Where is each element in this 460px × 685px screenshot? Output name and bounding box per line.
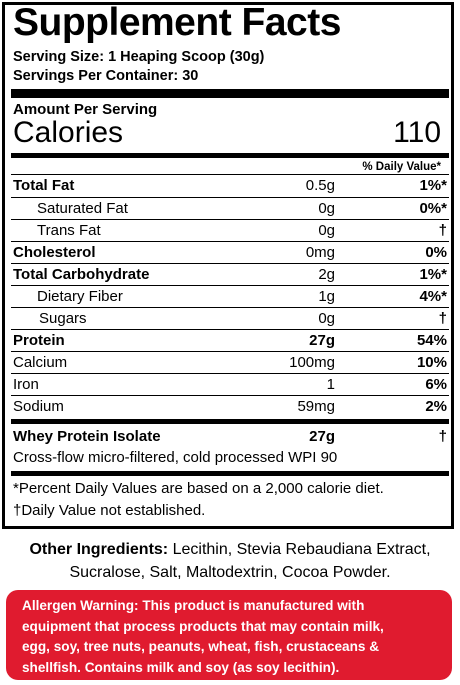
- nutrient-amount: 0g: [318, 222, 335, 239]
- nutrient-name: Cholesterol: [13, 244, 96, 261]
- nutrient-dv: 1%*: [419, 266, 447, 283]
- nutrient-row-total-carbohydrate: Total Carbohydrate 2g 1%*: [13, 264, 449, 286]
- nutrient-amount: 0mg: [305, 244, 335, 261]
- nutrient-amount: 1: [326, 376, 335, 393]
- nutrient-name: Total Carbohydrate: [13, 266, 150, 283]
- other-ingredients-label: Other Ingredients:: [29, 541, 169, 558]
- other-ingredients-text: Lecithin, Stevia Rebaudiana Extract,: [172, 541, 431, 558]
- whey-amount: 27g: [309, 428, 335, 445]
- other-ingredients-line-1: Other Ingredients: Lecithin, Stevia Reba…: [0, 538, 460, 562]
- calories-label: Calories: [13, 116, 124, 149]
- whey-note: Cross-flow micro-filtered, cold processe…: [13, 449, 338, 466]
- row-divider: [11, 219, 449, 220]
- serving-size: Serving Size: 1 Heaping Scoop (30g): [13, 49, 265, 65]
- nutrient-amount: 59mg: [297, 398, 335, 415]
- nutrient-dv: †: [438, 310, 447, 327]
- nutrient-row-cholesterol: Cholesterol 0mg 0%: [13, 242, 449, 264]
- nutrient-name: Sodium: [13, 398, 64, 415]
- row-divider: [11, 395, 449, 396]
- nutrient-row-iron: Iron 1 6%: [13, 374, 449, 396]
- whey-row: Whey Protein Isolate 27g †: [13, 426, 449, 448]
- whey-name: Whey Protein Isolate: [13, 428, 161, 445]
- nutrient-row-total-fat: Total Fat 0.5g 1%*: [13, 175, 449, 197]
- nutrient-amount: 0g: [318, 310, 335, 327]
- nutrient-dv: 0%*: [419, 200, 447, 217]
- nutrient-row-calcium: Calcium 100mg 10%: [13, 352, 449, 374]
- row-divider: [11, 351, 449, 352]
- allergen-warning: Allergen Warning: This product is manufa…: [6, 590, 452, 680]
- nutrient-name: Protein: [13, 332, 65, 349]
- row-divider: [11, 373, 449, 374]
- nutrient-amount: 2g: [318, 266, 335, 283]
- medium-divider: [11, 419, 449, 424]
- row-divider: [11, 285, 449, 286]
- nutrient-dv: 54%: [416, 332, 447, 349]
- allergen-line: shellfish. Contains milk and soy (as soy…: [22, 659, 340, 675]
- allergen-line: egg, soy, tree nuts, peanuts, wheat, fis…: [22, 639, 380, 654]
- nutrient-name: Saturated Fat: [37, 200, 128, 217]
- row-divider: [11, 197, 449, 198]
- nutrient-name: Iron: [13, 376, 39, 393]
- other-ingredients-line-2: Sucralose, Salt, Maltodextrin, Cocoa Pow…: [69, 564, 391, 581]
- allergen-line: equipment that process products that may…: [22, 618, 384, 634]
- calories-value: 110: [393, 116, 441, 149]
- nutrient-name: Sugars: [39, 310, 87, 327]
- row-divider: [11, 241, 449, 242]
- nutrient-row-saturated-fat: Saturated Fat 0g 0%*: [13, 198, 449, 220]
- allergen-line: Allergen Warning: This product is manufa…: [22, 598, 365, 613]
- nutrient-row-trans-fat: Trans Fat 0g †: [13, 220, 449, 242]
- footnote-not-established: †Daily Value not established.: [13, 502, 206, 519]
- nutrient-name: Calcium: [13, 354, 68, 371]
- nutrient-row-sugars: Sugars 0g †: [13, 308, 449, 330]
- nutrient-amount: 27g: [309, 332, 335, 349]
- nutrient-name: Trans Fat: [37, 222, 101, 239]
- row-divider: [11, 329, 449, 330]
- panel-title: Supplement Facts: [13, 1, 341, 44]
- thick-divider: [11, 89, 449, 98]
- row-divider: [11, 263, 449, 264]
- amount-per-serving: Amount Per Serving: [13, 101, 158, 118]
- nutrient-name: Total Fat: [13, 177, 75, 194]
- nutrient-amount: 0g: [318, 200, 335, 217]
- nutrient-dv: 0%: [425, 244, 447, 261]
- servings-per-container: Servings Per Container: 30: [13, 68, 199, 84]
- nutrient-dv: 1%*: [419, 177, 447, 194]
- medium-divider: [11, 471, 449, 476]
- row-divider: [11, 307, 449, 308]
- supplement-facts-panel: Supplement Facts Serving Size: 1 Heaping…: [2, 1, 454, 529]
- nutrient-row-sodium: Sodium 59mg 2%: [13, 396, 449, 418]
- nutrient-amount: 0.5g: [305, 177, 335, 194]
- nutrient-dv: 10%: [416, 354, 447, 371]
- nutrient-amount: 100mg: [289, 354, 335, 371]
- row-divider: [11, 174, 449, 175]
- nutrient-row-protein: Protein 27g 54%: [13, 330, 449, 352]
- nutrient-dv: 2%: [425, 398, 447, 415]
- nutrient-amount: 1g: [318, 288, 335, 305]
- whey-dv: †: [438, 428, 447, 445]
- medium-divider: [11, 153, 449, 158]
- nutrient-dv: †: [438, 222, 447, 239]
- nutrient-dv: 4%*: [419, 288, 447, 305]
- nutrient-dv: 6%: [425, 376, 447, 393]
- nutrient-name: Dietary Fiber: [37, 288, 123, 305]
- nutrient-row-dietary-fiber: Dietary Fiber 1g 4%*: [13, 286, 449, 308]
- footnote-daily-values: *Percent Daily Values are based on a 2,0…: [13, 480, 384, 497]
- daily-value-header: % Daily Value*: [362, 161, 441, 173]
